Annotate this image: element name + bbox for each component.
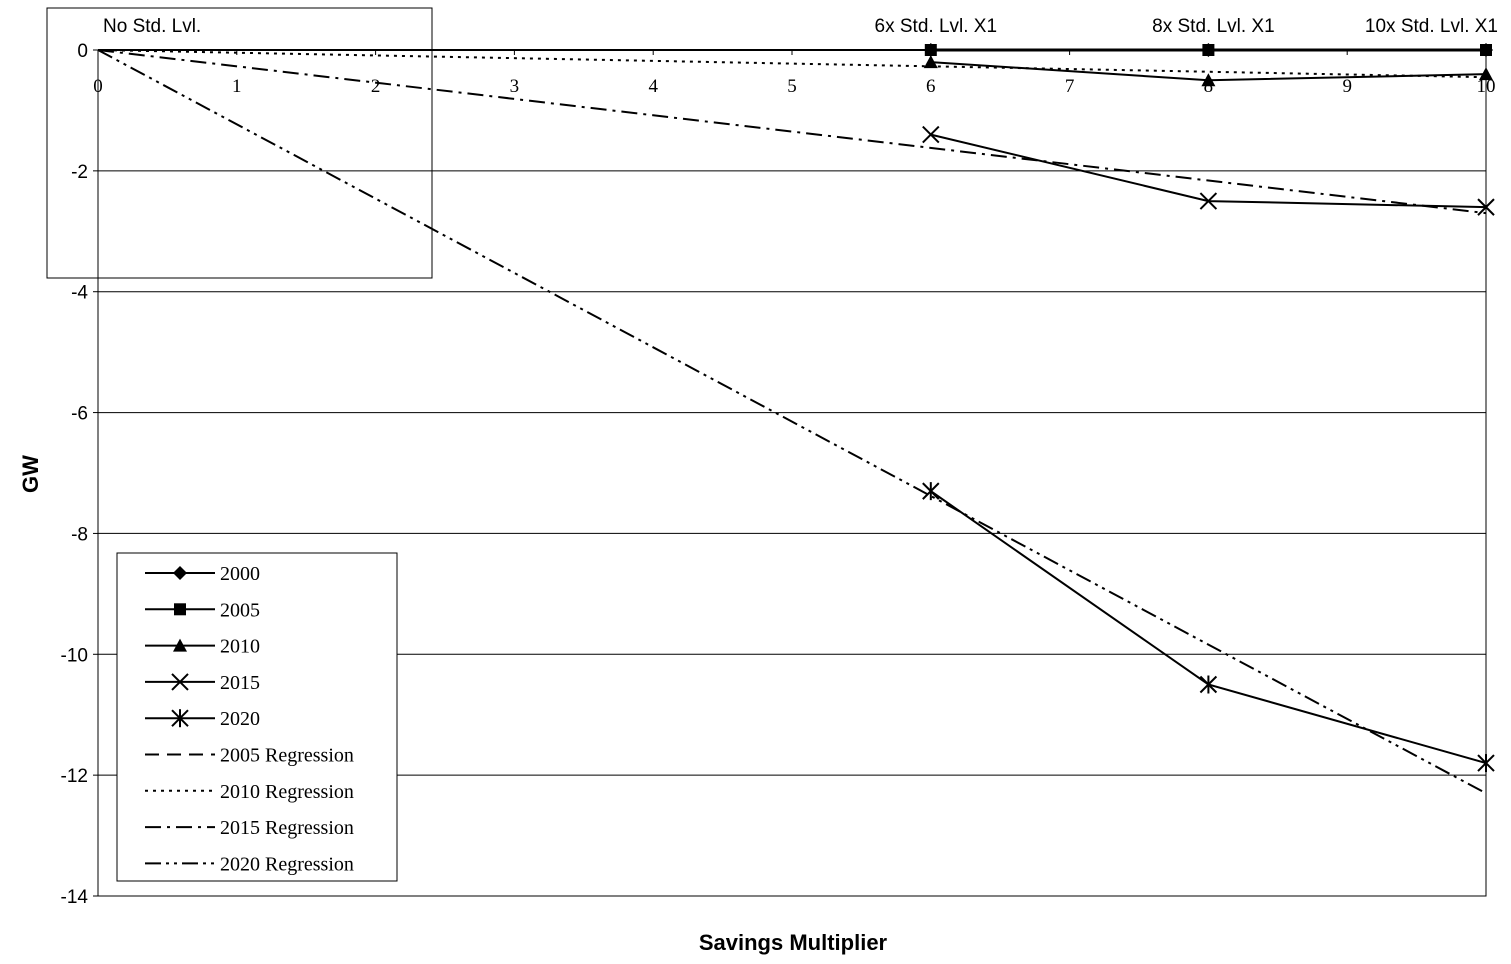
legend-box <box>116 552 398 882</box>
series-2020-point <box>1199 675 1218 694</box>
legend-2010-regression: 2010 Regression <box>145 781 354 803</box>
x-tick-label: 0 <box>93 76 103 97</box>
legend-2005-marker <box>174 603 186 616</box>
series-2015-point <box>1199 192 1218 210</box>
legend-2020: 2020 <box>145 708 260 730</box>
x-tick-label: 4 <box>648 76 658 97</box>
x-marker-stroke <box>171 673 189 691</box>
y-tick-label: -6 <box>71 404 88 425</box>
legend-2010: 2010 <box>145 636 260 658</box>
series-2020-regression-line <box>97 49 1487 795</box>
series-2005-point <box>1202 44 1215 56</box>
series-2010-point <box>923 55 938 69</box>
series-2015-point <box>1477 198 1495 216</box>
series-2015 <box>922 125 1495 216</box>
legend-2000: 2000 <box>145 563 260 585</box>
legend-2015-regression: 2015 Regression <box>145 817 354 839</box>
annotation-layer: No Std. Lvl. 6x Std. Lvl. X1 8x Std. Lvl. … <box>46 7 1498 279</box>
series-2015-regression <box>97 49 1487 215</box>
x-marker-stroke <box>922 125 940 144</box>
x-tick-label: 9 <box>1342 76 1352 97</box>
x-tick-label: 10 <box>1477 76 1496 97</box>
annotation-6x-std-lvl-x1: 6x Std. Lvl. X1 <box>875 16 998 37</box>
series-2020-line <box>930 490 1487 765</box>
y-tick-label: -2 <box>71 162 88 183</box>
x-tick-label: 1 <box>232 76 242 97</box>
annotation-no-std-lvl-: No Std. Lvl. <box>103 16 201 37</box>
legend-2000-marker <box>173 566 187 580</box>
legend-2015-label: 2015 <box>220 672 260 694</box>
legend-2020-regression-label: 2020 Regression <box>220 853 354 875</box>
series-2010-point <box>1201 73 1216 87</box>
x-tick-label: 2 <box>371 76 381 97</box>
x-tick-label: 7 <box>1065 76 1075 97</box>
series-2010 <box>923 55 1493 87</box>
legend-2020-marker <box>171 709 189 728</box>
legend-2015-regression-label: 2015 Regression <box>220 817 354 839</box>
x-tick-label: 3 <box>510 76 520 97</box>
x-tick-label: 5 <box>787 76 797 97</box>
series-2020-regression <box>97 49 1487 795</box>
legend-2005-regression: 2005 Regression <box>145 745 354 767</box>
series-2015-point <box>922 125 940 144</box>
legend-2000-label: 2000 <box>220 563 260 585</box>
y-tick-label: -14 <box>61 887 89 908</box>
legend-2015: 2015 <box>145 672 260 694</box>
series-layer <box>97 43 1495 795</box>
annotation-8x-std-lvl-x1: 8x Std. Lvl. X1 <box>1152 16 1275 37</box>
series-2005-point <box>924 44 937 56</box>
y-tick-label: 0 <box>77 41 88 62</box>
x-marker-stroke <box>1477 198 1495 216</box>
y-tick-label: -4 <box>71 283 88 304</box>
x-tick-label: 8 <box>1204 76 1214 97</box>
legend-2010-marker <box>173 638 187 652</box>
series-2020 <box>922 482 1495 773</box>
series-2005 <box>924 44 1492 56</box>
legend-2010-regression-label: 2010 Regression <box>220 781 354 803</box>
x-tick-label: 6 <box>926 76 936 97</box>
series-2010-point <box>1479 67 1493 81</box>
legend-2005-regression-label: 2005 Regression <box>220 745 354 767</box>
y-tick-label: -10 <box>61 645 88 666</box>
series-2020-point <box>922 482 940 501</box>
legend-2010-label: 2010 <box>220 636 260 658</box>
x-marker-stroke <box>1199 192 1218 210</box>
legend-2015-marker <box>171 673 189 691</box>
series-2020-point <box>1477 754 1495 773</box>
legend-2005: 2005 <box>145 599 260 621</box>
y-tick-label: -8 <box>71 524 88 545</box>
series-2015-regression-line <box>97 49 1487 215</box>
legend-2020-regression: 2020 Regression <box>145 853 354 875</box>
y-tick-label: -12 <box>61 766 88 787</box>
series-2005-point <box>1480 44 1492 56</box>
legend-2005-label: 2005 <box>220 599 260 621</box>
legend: 2000 2005 2010 2015 2020 2005 Regression 2010 … <box>116 552 398 882</box>
legend-2020-label: 2020 <box>220 708 260 730</box>
annotation-10x-std-lvl-x1: 10x Std. Lvl. X1 <box>1365 16 1498 37</box>
x-axis-title: Savings Multiplier <box>699 930 888 955</box>
annotation-box-no-std-lvl <box>46 7 433 279</box>
y-axis-title: GW <box>18 455 43 493</box>
